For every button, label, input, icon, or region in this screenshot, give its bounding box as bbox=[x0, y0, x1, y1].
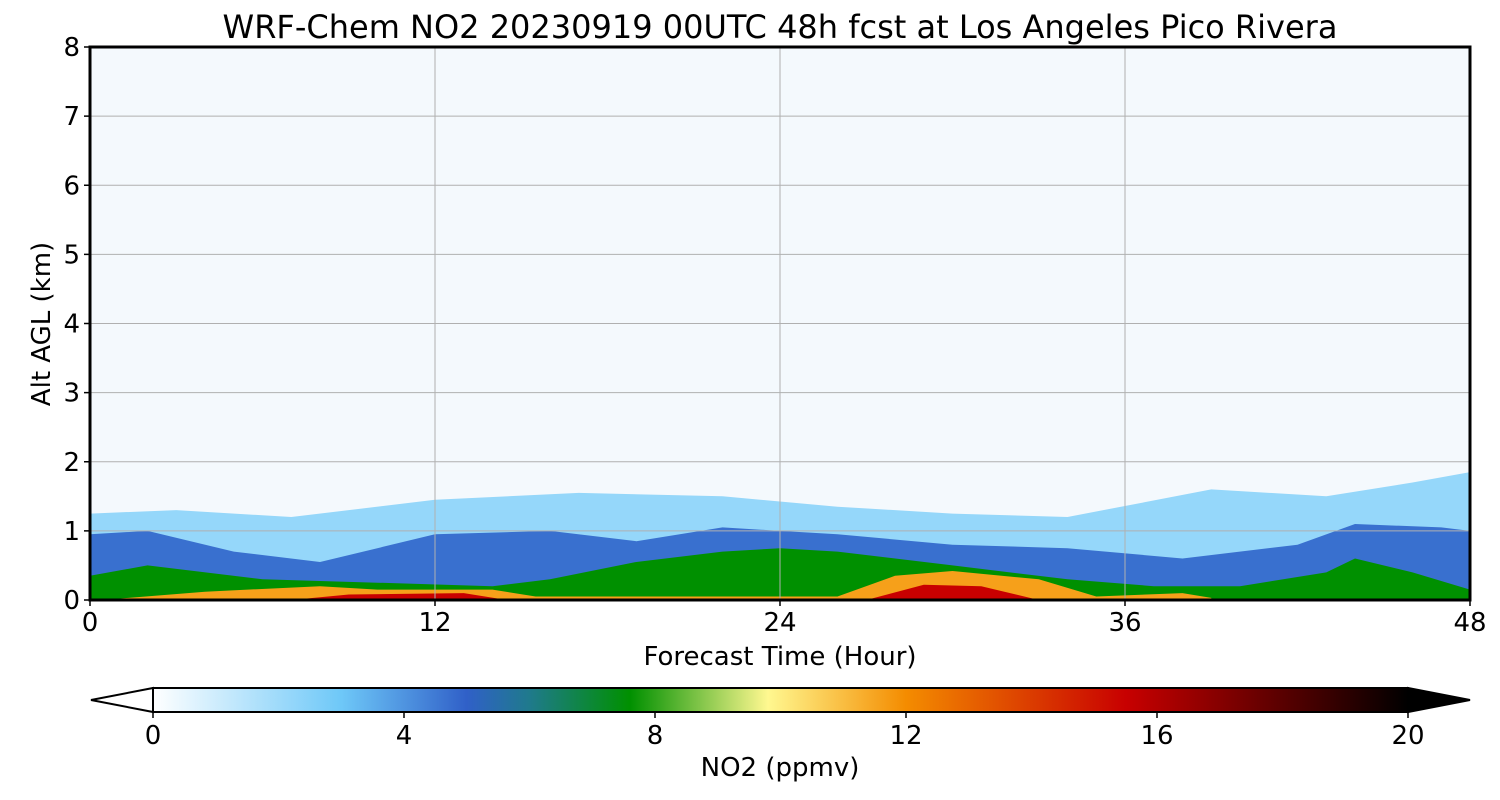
colorbar-tick-label: 12 bbox=[889, 721, 922, 751]
colorbar-label: NO2 (ppmv) bbox=[701, 753, 860, 783]
y-axis-label: Alt AGL (km) bbox=[27, 242, 57, 406]
y-tick-label: 0 bbox=[63, 586, 80, 616]
colorbar: 0 4 8 12 16 20 bbox=[90, 686, 1471, 751]
y-tick-label: 2 bbox=[63, 448, 80, 478]
colorbar-min-extension bbox=[90, 686, 154, 714]
chart-title: WRF-Chem NO2 20230919 00UTC 48h fcst at … bbox=[223, 8, 1338, 46]
y-axis: 0 1 2 3 4 5 6 7 8 bbox=[63, 33, 90, 616]
colorbar-tick-label: 8 bbox=[647, 721, 664, 751]
x-tick-label: 36 bbox=[1108, 608, 1141, 638]
x-tick-label: 0 bbox=[82, 608, 99, 638]
x-axis-label: Forecast Time (Hour) bbox=[643, 642, 916, 672]
colorbar-gradient bbox=[153, 688, 1408, 712]
y-tick-label: 5 bbox=[63, 240, 80, 270]
plot-area bbox=[88, 45, 1472, 602]
x-tick-label: 48 bbox=[1453, 608, 1486, 638]
y-tick-label: 7 bbox=[63, 102, 80, 132]
y-tick-label: 8 bbox=[63, 33, 80, 63]
x-axis: 0 12 24 36 48 bbox=[82, 600, 1487, 638]
y-tick-label: 1 bbox=[63, 517, 80, 547]
colorbar-frame bbox=[152, 687, 1409, 713]
colorbar-tick-label: 20 bbox=[1391, 721, 1424, 751]
colorbar-tick-label: 16 bbox=[1140, 721, 1173, 751]
colorbar-tick-label: 0 bbox=[145, 721, 162, 751]
y-tick-label: 6 bbox=[63, 171, 80, 201]
colorbar-ticks: 0 4 8 12 16 20 bbox=[145, 712, 1425, 751]
y-tick-label: 3 bbox=[63, 379, 80, 409]
x-tick-label: 24 bbox=[763, 608, 796, 638]
no2-layer-5 bbox=[291, 584, 1039, 600]
colorbar-tick-label: 4 bbox=[396, 721, 413, 751]
x-tick-label: 12 bbox=[418, 608, 451, 638]
y-tick-label: 4 bbox=[63, 310, 80, 340]
colorbar-max-extension bbox=[1407, 686, 1471, 714]
